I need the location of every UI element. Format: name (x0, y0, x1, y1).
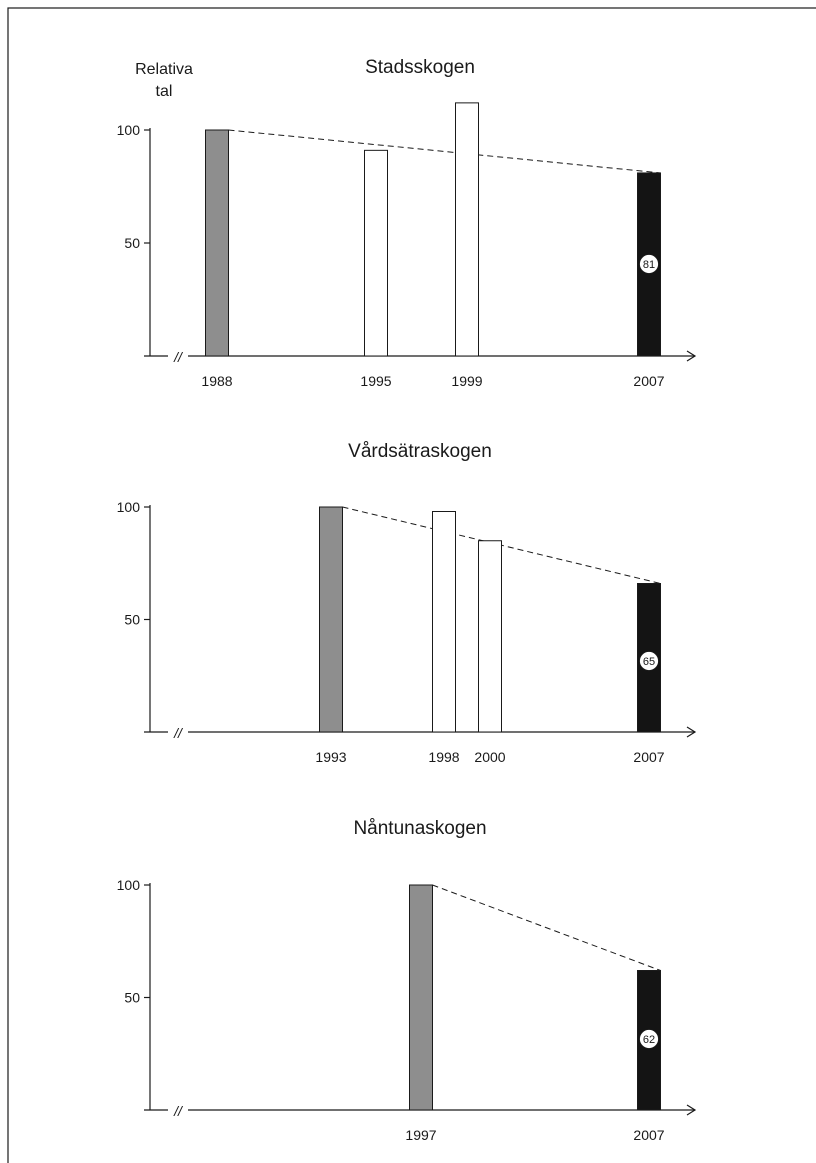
axis-break-mark: // (173, 349, 184, 365)
trend-line (432, 884, 661, 971)
value-badge-label: 65 (643, 656, 655, 668)
value-badge-circle (639, 651, 659, 671)
x-tick-label: 2007 (633, 373, 664, 389)
bar-1995 (364, 149, 388, 357)
bar-1997 (409, 884, 433, 1111)
axis-break-mark: // (173, 1103, 184, 1119)
x-tick-label: 2007 (633, 1127, 664, 1143)
value-badge-label: 62 (643, 1034, 655, 1046)
value-badge-circle (639, 1029, 659, 1049)
y-tick-label: 100 (117, 499, 141, 515)
trend-line (228, 129, 661, 174)
y-axis-label-line1: Relativa (135, 61, 193, 78)
bar-1993 (319, 506, 343, 733)
y-tick-label: 50 (124, 612, 140, 628)
bar-1999 (455, 102, 479, 357)
x-tick-label: 2000 (474, 749, 505, 765)
value-badge-circle (639, 254, 659, 274)
value-badge-label: 81 (643, 259, 655, 271)
bar-1988 (205, 129, 229, 357)
bar-2000 (478, 540, 502, 733)
x-tick-label: 1997 (405, 1127, 436, 1143)
y-tick-label: 50 (124, 990, 140, 1006)
chart-panel-nantunaskogen: Nåntunaskogen 100 50 // 1997 2007 62 (117, 818, 697, 1143)
panel-title: Vårdsätraskogen (348, 441, 492, 462)
bar-1998 (432, 511, 456, 733)
panel-title: Stadsskogen (365, 57, 475, 78)
panel-title: Nåntunaskogen (353, 818, 486, 839)
x-axis-arrow (686, 1104, 697, 1116)
chart-panel-vardsatraskogen: Vårdsätraskogen 100 50 // 1993 1998 2000 2007 65 (117, 441, 697, 765)
axis-break-mark: // (173, 725, 184, 741)
y-tick-label: 100 (117, 122, 141, 138)
y-tick-label: 50 (124, 235, 140, 251)
x-tick-label: 1993 (315, 749, 346, 765)
x-tick-label: 1999 (451, 373, 482, 389)
x-axis-arrow (686, 726, 697, 738)
x-tick-label: 2007 (633, 749, 664, 765)
figure-frame (7, 7, 816, 1163)
x-tick-label: 1998 (428, 749, 459, 765)
y-axis-label-line2: tal (156, 83, 173, 100)
chart-panel-stadsskogen: Stadsskogen 100 50 // 1988 1995 1999 2007 81 (117, 57, 697, 389)
x-tick-label: 1995 (360, 373, 391, 389)
x-axis-arrow (686, 350, 697, 362)
y-tick-label: 100 (117, 877, 141, 893)
x-tick-label: 1988 (201, 373, 232, 389)
